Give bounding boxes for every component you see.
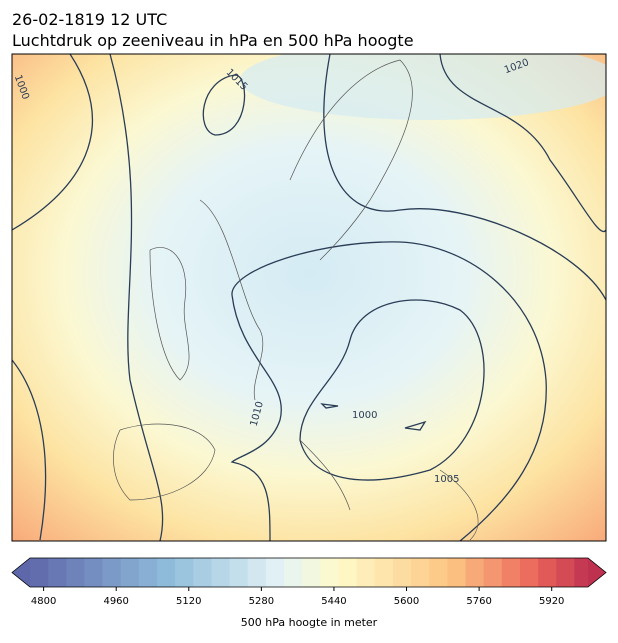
isobar [323,54,606,301]
contour-label: 1000 [352,410,377,421]
isobar [12,54,94,231]
colorbar-band [356,558,376,587]
title: Luchtdruk op zeeniveau in hPa en 500 hPa… [12,31,414,50]
isobar [202,74,246,136]
isobar [231,241,547,541]
colorbar-band [175,558,194,587]
colorbar-band [247,558,267,587]
colorbar-band [48,558,67,587]
colorbar-band [429,558,448,587]
colorbar-band [483,558,503,587]
colorbar-band [284,558,303,587]
colorbar-band [193,558,212,587]
colorbar-band [30,558,49,587]
colorbar-band [102,558,122,587]
colorbar-extend-high [588,558,606,587]
low-area [240,54,606,120]
colorbar-band [556,558,575,587]
date: 26-02-1819 12 UTC [12,10,167,29]
colorbar-tick-label: 5440 [321,596,346,607]
colorbar-band [320,558,339,587]
colorbar-band [138,558,158,587]
colorbar-band [66,558,85,587]
colorbar-tick-label: 5760 [466,596,491,607]
coast [299,439,351,511]
colorbar-tick-label: 4960 [103,596,128,607]
isobars [12,54,606,541]
isobar [12,359,47,541]
colorbar-band [120,558,140,587]
coast [149,247,190,381]
colorbar-outline [11,557,607,588]
colorbar: 4800 4960 5120 5280 5440 5600 5760 5920 [11,557,607,607]
isobar [230,294,282,541]
coast [289,59,413,261]
colorbar-tick-label: 5120 [176,596,201,607]
colorbar-band [265,558,285,587]
colorbar-band [574,558,589,587]
colorbar-band [538,558,557,587]
map-frame [11,53,607,542]
colorbar-band [501,558,521,587]
colorbar-band [374,558,394,587]
contour-label: 1005 [434,474,459,485]
colorbar-band [519,558,539,587]
colorbar-tick-label: 4800 [31,596,56,607]
colorbar-extend-low [12,558,30,587]
coast [199,199,264,401]
map [12,54,606,541]
isobar [439,54,606,233]
colorbar-tick-label: 5600 [394,596,419,607]
colorbar-band [229,558,249,587]
coastlines [113,59,479,541]
colorbar-band [211,558,231,587]
colorbar-band [302,558,321,587]
colorbar-band [157,558,176,587]
colorbar-band [338,558,358,587]
colorbar-label: 500 hPa hoogte in meter [241,616,378,629]
colorbar-tick-label: 5280 [249,596,274,607]
map-background [12,54,606,541]
colorbar-band [465,558,485,587]
colorbar-band [447,558,467,587]
colorbar-tick-label: 5920 [539,596,564,607]
isobar [320,403,427,431]
colorbar-band [84,558,104,587]
colorbar-band [411,558,430,587]
coast [113,423,216,501]
colorbar-band [392,558,412,587]
coast [439,469,479,541]
isobar [299,299,485,481]
